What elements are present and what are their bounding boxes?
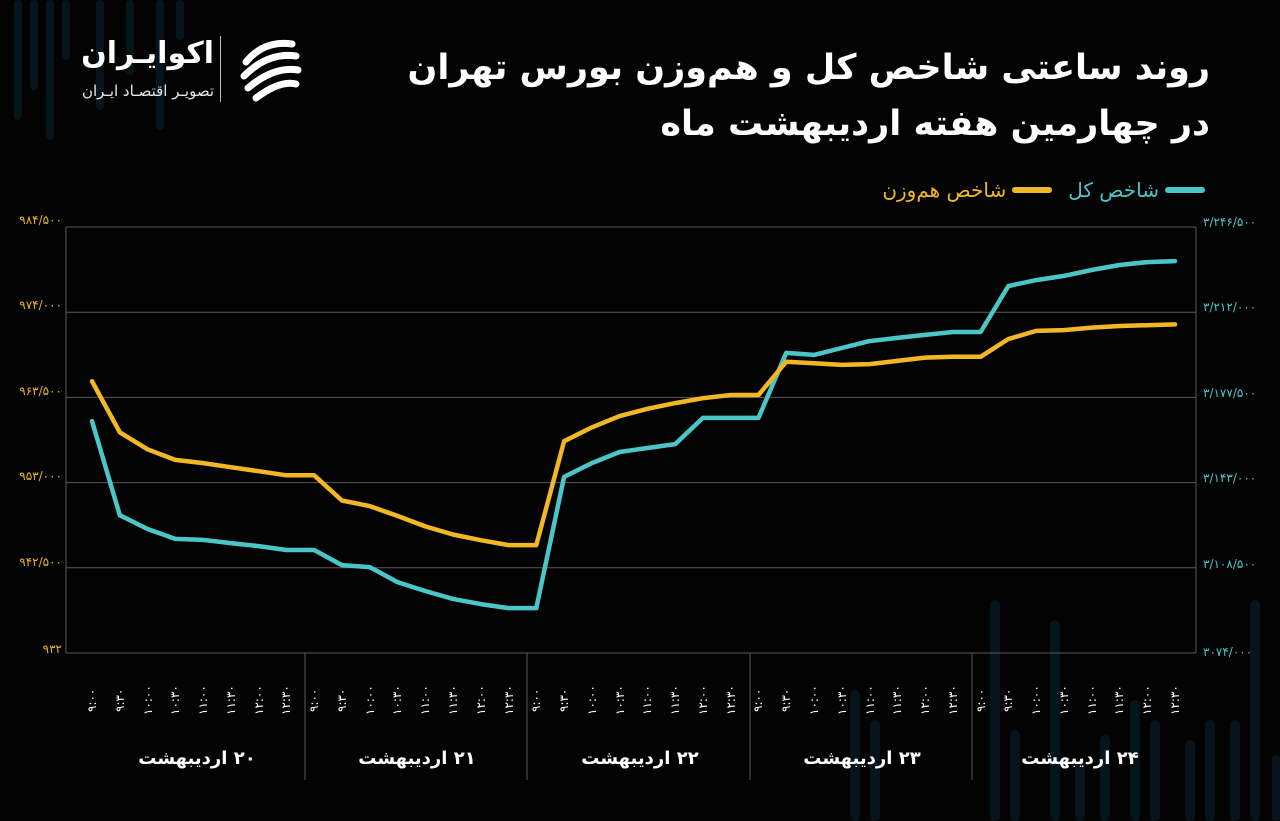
right-axis-tick: ۳/۲۱۲/۰۰۰ xyxy=(1203,300,1257,314)
x-axis-tick: ۹:۳۰ xyxy=(112,688,127,712)
x-axis-tick: ۱۲:۳۰ xyxy=(723,685,738,715)
x-axis-tick: ۱۲:۰۰ xyxy=(918,685,933,715)
left-axis-tick: ۹۵۳/۰۰۰ xyxy=(19,469,62,483)
day-label: ۲۱ اردیبهشت xyxy=(358,748,476,769)
legend-label: شاخص هم‌وزن xyxy=(882,178,1007,202)
x-axis-tick: ۱۱:۰۰ xyxy=(640,685,655,715)
chart-title-line-2: در چهارمین هفته اردیبهشت ماه xyxy=(660,104,1210,144)
x-axis-tick: ۱۰:۰۰ xyxy=(362,685,377,715)
left-axis-tick: ۹۴۲/۵۰۰ xyxy=(19,555,62,569)
right-axis-tick: ۳/۱۷۷/۵۰۰ xyxy=(1203,386,1257,400)
x-axis-tick: ۱۱:۳۰ xyxy=(668,685,683,715)
legend-label: شاخص کل xyxy=(1068,178,1159,202)
total-index-line xyxy=(89,258,1178,611)
x-axis-tick: ۱۰:۳۰ xyxy=(390,685,405,715)
chart-title-line-1: روند ساعتی شاخص کل و هم‌وزن بورس تهران xyxy=(407,48,1210,88)
x-axis-tick: ۱۲:۰۰ xyxy=(695,685,710,715)
day-label: ۲۳ اردیبهشت xyxy=(803,748,921,769)
x-axis-tick: ۱۱:۰۰ xyxy=(862,685,877,715)
x-axis-tick: ۱۲:۳۰ xyxy=(279,685,294,715)
ecoiran-logo: اکوایـران تصویـر اقتصـاد ایـران xyxy=(48,28,318,108)
x-axis-tick: ۱۱:۰۰ xyxy=(418,685,433,715)
x-axis-tick: ۱۰:۰۰ xyxy=(807,685,821,715)
x-axis-tick: ۹:۰۰ xyxy=(751,688,766,712)
left-axis-tick: ۹۶۳/۵۰۰ xyxy=(19,384,62,398)
x-axis-tick: ۱۱:۳۰ xyxy=(223,685,238,715)
x-axis-tick: ۱۲:۳۰ xyxy=(1168,685,1182,715)
x-axis-tick: ۹:۰۰ xyxy=(529,688,544,712)
left-axis-tick: ۹۷۴/۰۰۰ xyxy=(19,298,62,312)
right-axis-tick: ۳۰۷۴/۰۰۰ xyxy=(1203,645,1253,659)
logo-name: اکوایـران xyxy=(81,36,214,71)
equal-weight-index-line xyxy=(89,322,1178,548)
right-axis-tick: ۳/۱۰۸/۵۰۰ xyxy=(1203,557,1257,571)
x-axis-tick: ۱۱:۰۰ xyxy=(1084,685,1099,715)
legend-item-total-index: شاخص کل xyxy=(1068,178,1205,202)
chart-title: روند ساعتی شاخص کل و هم‌وزن بورس تهران د… xyxy=(330,40,1210,152)
day-label: ۲۴ اردیبهشت xyxy=(1021,748,1139,769)
x-axis-tick: ۱۰:۳۰ xyxy=(1056,685,1071,715)
ecoiran-swirl-icon xyxy=(240,39,302,102)
day-label: ۲۰ اردیبهشت xyxy=(138,748,256,769)
x-axis-tick: ۹:۳۰ xyxy=(334,688,349,712)
x-axis-tick: ۱۱:۳۰ xyxy=(1112,685,1127,715)
x-axis-tick: ۹:۳۰ xyxy=(557,688,572,712)
legend-swatch-teal xyxy=(1165,187,1205,193)
x-axis-tick: ۱۰:۳۰ xyxy=(168,685,183,715)
legend-item-equal-weight-index: شاخص هم‌وزن xyxy=(882,178,1053,202)
x-axis-tick: ۹:۰۰ xyxy=(85,688,99,712)
day-label: ۲۲ اردیبهشت xyxy=(581,748,699,769)
x-axis-tick: ۱۰:۳۰ xyxy=(834,685,849,715)
x-axis-tick: ۱۱:۳۰ xyxy=(890,685,905,715)
left-axis-tick: ۹۳۲ xyxy=(42,642,62,656)
right-axis-tick: ۳/۱۴۳/۰۰۰ xyxy=(1203,471,1257,485)
x-axis-tick: ۱۰:۰۰ xyxy=(584,685,599,715)
chart-legend: شاخص کل شاخص هم‌وزن xyxy=(882,178,1205,202)
left-axis-tick: ۹۸۴/۵۰۰ xyxy=(19,213,62,227)
x-axis-tick: ۱۰:۰۰ xyxy=(140,685,155,715)
logo-tagline: تصویـر اقتصـاد ایـران xyxy=(81,82,214,100)
x-axis-tick: ۹:۰۰ xyxy=(307,688,322,712)
legend-swatch-yellow xyxy=(1012,187,1053,193)
x-axis-tick: ۱۰:۰۰ xyxy=(1029,685,1044,715)
right-axis-tick: ۳/۲۴۶/۵۰۰ xyxy=(1203,215,1257,229)
x-axis-tick: ۱۲:۳۰ xyxy=(501,685,516,715)
x-axis-tick: ۱۲:۰۰ xyxy=(251,685,266,715)
x-axis-tick: ۹:۳۰ xyxy=(1001,688,1016,712)
x-axis-tick: ۱۲:۰۰ xyxy=(1140,685,1155,715)
x-axis-tick: ۹:۳۰ xyxy=(779,688,794,712)
x-axis-tick: ۱۱:۰۰ xyxy=(196,685,211,715)
x-axis-tick: ۱۰:۳۰ xyxy=(612,685,627,715)
x-axis-tick: ۹:۰۰ xyxy=(973,688,988,712)
x-axis-tick: ۱۱:۳۰ xyxy=(446,685,460,715)
x-axis-tick: ۱۲:۰۰ xyxy=(473,685,488,715)
logo-divider xyxy=(220,36,221,102)
x-axis-tick: ۱۲:۳۰ xyxy=(945,685,960,715)
